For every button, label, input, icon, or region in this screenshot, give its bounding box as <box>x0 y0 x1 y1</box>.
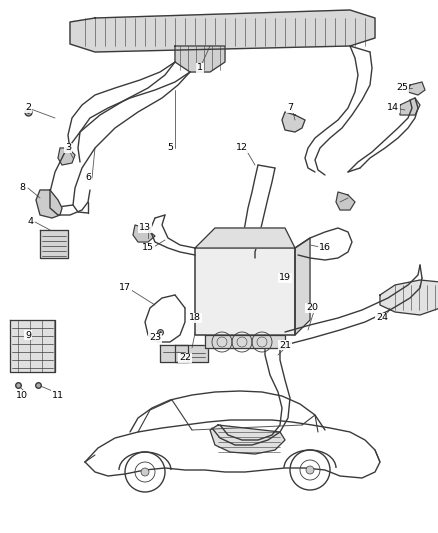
Polygon shape <box>408 82 425 95</box>
Text: 6: 6 <box>85 174 91 182</box>
Polygon shape <box>133 225 155 242</box>
Text: 25: 25 <box>396 84 408 93</box>
Polygon shape <box>195 248 295 335</box>
Polygon shape <box>175 46 225 72</box>
Text: 13: 13 <box>139 223 151 232</box>
Polygon shape <box>400 98 420 115</box>
Polygon shape <box>295 238 310 335</box>
Circle shape <box>141 468 149 476</box>
Text: 21: 21 <box>279 341 291 350</box>
Text: 4: 4 <box>27 217 33 227</box>
Polygon shape <box>160 345 188 362</box>
Text: 8: 8 <box>19 183 25 192</box>
Text: 20: 20 <box>306 303 318 312</box>
Text: 9: 9 <box>25 330 31 340</box>
Text: 22: 22 <box>179 353 191 362</box>
Polygon shape <box>58 148 75 165</box>
Text: 7: 7 <box>287 103 293 112</box>
Polygon shape <box>210 425 285 454</box>
Text: 18: 18 <box>189 313 201 322</box>
Text: 10: 10 <box>16 391 28 400</box>
Text: 16: 16 <box>319 244 331 253</box>
Text: 5: 5 <box>167 143 173 152</box>
Polygon shape <box>70 10 375 52</box>
Text: 1: 1 <box>197 63 203 72</box>
Polygon shape <box>195 228 295 248</box>
Text: 23: 23 <box>149 334 161 343</box>
Polygon shape <box>10 320 55 372</box>
Circle shape <box>306 466 314 474</box>
Polygon shape <box>336 192 355 210</box>
Polygon shape <box>40 230 68 258</box>
Text: 12: 12 <box>236 143 248 152</box>
Polygon shape <box>282 112 305 132</box>
Text: 14: 14 <box>387 103 399 112</box>
Text: 2: 2 <box>25 103 31 112</box>
Text: 24: 24 <box>376 313 388 322</box>
Text: 11: 11 <box>52 391 64 400</box>
Text: 3: 3 <box>65 143 71 152</box>
Polygon shape <box>380 280 438 315</box>
Polygon shape <box>205 335 285 348</box>
Text: 19: 19 <box>279 273 291 282</box>
Text: 17: 17 <box>119 284 131 293</box>
Polygon shape <box>36 190 62 218</box>
Polygon shape <box>175 345 208 362</box>
Text: 15: 15 <box>142 244 154 253</box>
